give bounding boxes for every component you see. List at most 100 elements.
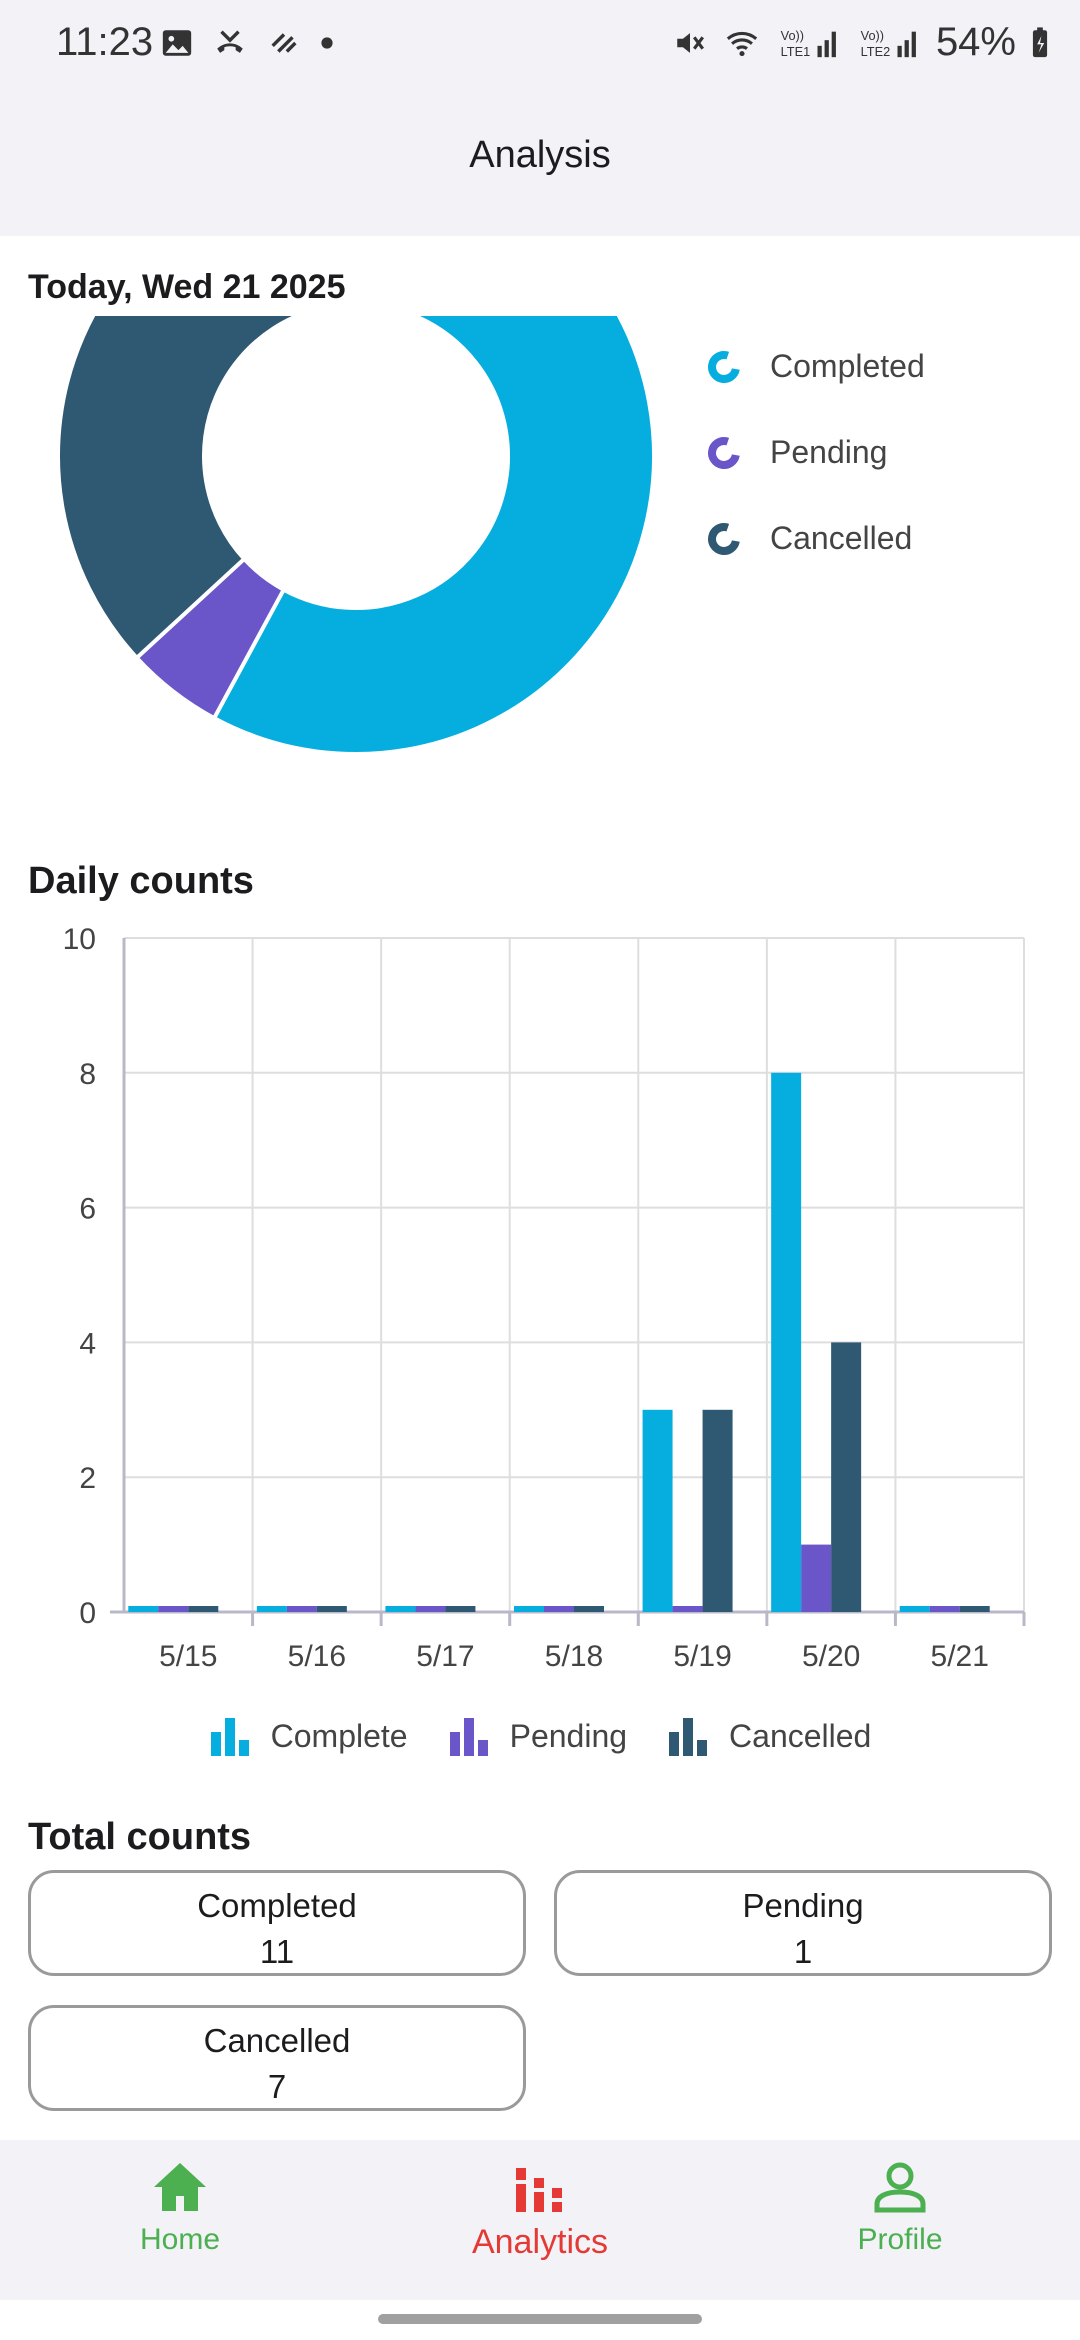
bar-pending-5/16: [286, 1606, 317, 1612]
x-tick-label: 5/18: [545, 1640, 603, 1670]
donut-chart: [56, 316, 656, 756]
status-right: Vo)) LTE1 Vo)) LTE2 54%: [672, 20, 1050, 65]
nav-home-label: Home: [139, 2223, 221, 2256]
x-tick-label: 5/17: [416, 1640, 474, 1670]
legend-complete: Complete: [209, 1716, 408, 1756]
page-title: Analysis: [469, 134, 611, 176]
donut-slice-completed: [211, 316, 656, 756]
legend-label: Cancelled: [729, 1717, 872, 1754]
nav-home[interactable]: Home: [70, 2160, 290, 2257]
data-sync-icon: [271, 33, 297, 53]
donut-legend-icon: [708, 522, 740, 555]
bar-pending-5/19: [672, 1606, 703, 1612]
bar-cancelled-5/21: [959, 1606, 990, 1612]
legend-label: Completed: [770, 348, 925, 384]
bar-pending-5/21: [929, 1606, 960, 1612]
nav-profile-label: Profile: [857, 2223, 943, 2256]
bar-cancelled-5/20: [831, 1342, 862, 1612]
bar-complete-5/21: [899, 1606, 930, 1612]
analytics-icon: [516, 2168, 562, 2212]
bar-cancelled-5/19: [702, 1409, 733, 1612]
gesture-handle: [378, 2314, 702, 2324]
bar-cancelled-5/17: [445, 1606, 476, 1612]
x-tick-label: 5/16: [288, 1640, 346, 1670]
donut-slice-cancelled: [56, 316, 303, 661]
daily-bar-chart: 0 2 4 6 8 10 5/15 5/16 5/17 5/18 5/19 5/20 5/21: [63, 923, 1026, 1670]
bar-chart-icon: [449, 1718, 488, 1756]
bar-complete-5/17: [385, 1606, 416, 1612]
bar-pending-5/18: [544, 1606, 574, 1612]
signal-lte2-icon: Vo))LTE2: [861, 28, 916, 58]
x-tick-label: 5/15: [159, 1640, 217, 1670]
legend-cancelled: Cancelled: [667, 1716, 871, 1756]
bar-pending-5/15: [158, 1606, 189, 1612]
total-completed-card: Completed 11: [28, 1870, 526, 1976]
legend-pending: Pending: [706, 434, 887, 471]
bar-chart-icon: [210, 1718, 249, 1756]
nav-analytics-label: Analytics: [471, 2223, 609, 2261]
daily-counts-title: Daily counts: [28, 860, 254, 902]
nav-analytics[interactable]: Analytics: [430, 2166, 650, 2262]
legend-label: Complete: [270, 1717, 408, 1754]
wifi-icon: [726, 31, 758, 56]
bar-chart-icon: [669, 1718, 708, 1756]
card-label: Pending: [742, 1887, 864, 1924]
bar-complete-5/16: [256, 1606, 287, 1612]
bar-cancelled-5/16: [316, 1606, 347, 1612]
donut-legend-icon: [708, 436, 740, 469]
status-bar: 11:23 Vo)) LTE1 Vo)) LTE2 54%: [0, 0, 1080, 90]
legend-label: Pending: [770, 434, 888, 470]
svg-text:LTE1: LTE1: [781, 43, 811, 58]
battery-charging-icon: [1032, 26, 1048, 57]
bar-complete-5/19: [642, 1409, 673, 1612]
donut-legend-icon: [708, 350, 740, 383]
bottom-navigation: Home Analytics Profile: [0, 2140, 1080, 2300]
svg-text:LTE2: LTE2: [861, 43, 891, 58]
total-pending-card: Pending 1: [554, 1870, 1052, 1976]
legend-label: Cancelled: [770, 520, 913, 556]
app-bar: Analysis: [0, 90, 1080, 236]
y-tick-label: 2: [79, 1462, 96, 1495]
bar-pending-5/20: [801, 1544, 832, 1612]
total-cancelled-card: Cancelled 7: [28, 2005, 526, 2111]
card-label: Completed: [197, 1887, 357, 1924]
svg-text:Vo)): Vo)): [781, 28, 804, 43]
y-tick-label: 10: [63, 923, 96, 956]
bar-pending-5/17: [415, 1606, 446, 1612]
y-tick-label: 4: [79, 1327, 96, 1360]
card-value: 1: [793, 1933, 813, 1970]
home-icon: [154, 2163, 206, 2211]
bar-chart-legend: Complete Pending Cancelled: [0, 1716, 1080, 1756]
y-tick-label: 0: [79, 1597, 96, 1630]
status-time: 11:23: [56, 20, 154, 64]
missed-call-icon: [217, 30, 243, 53]
signal-lte1-icon: Vo))LTE1: [781, 28, 836, 58]
nav-profile[interactable]: Profile: [790, 2160, 1010, 2257]
y-tick-label: 6: [79, 1193, 96, 1226]
card-label: Cancelled: [203, 2022, 351, 2059]
card-value: 7: [267, 2068, 287, 2105]
legend-cancelled: Cancelled: [706, 520, 912, 557]
dot-icon: [321, 37, 333, 49]
date-label: Today, Wed 21 2025: [28, 268, 346, 306]
x-tick-label: 5/19: [673, 1640, 731, 1670]
bar-complete-5/18: [514, 1606, 544, 1612]
legend-label: Pending: [509, 1717, 628, 1754]
y-tick-label: 8: [79, 1058, 96, 1091]
profile-icon: [874, 2162, 926, 2213]
x-tick-label: 5/20: [802, 1640, 860, 1670]
battery-percent: 54%: [935, 20, 1016, 64]
legend-completed: Completed: [706, 348, 925, 385]
bar-complete-5/15: [128, 1606, 159, 1612]
bar-cancelled-5/18: [574, 1606, 604, 1612]
bar-complete-5/20: [771, 1072, 802, 1612]
x-tick-label: 5/21: [931, 1640, 989, 1670]
image-icon: [162, 30, 192, 56]
mute-icon: [677, 32, 704, 53]
legend-pending: Pending: [448, 1716, 627, 1756]
bar-cancelled-5/15: [188, 1606, 219, 1612]
notification-icons: [160, 26, 334, 60]
card-value: 11: [259, 1933, 295, 1970]
total-counts-title: Total counts: [28, 1816, 252, 1858]
svg-text:Vo)): Vo)): [861, 28, 884, 43]
